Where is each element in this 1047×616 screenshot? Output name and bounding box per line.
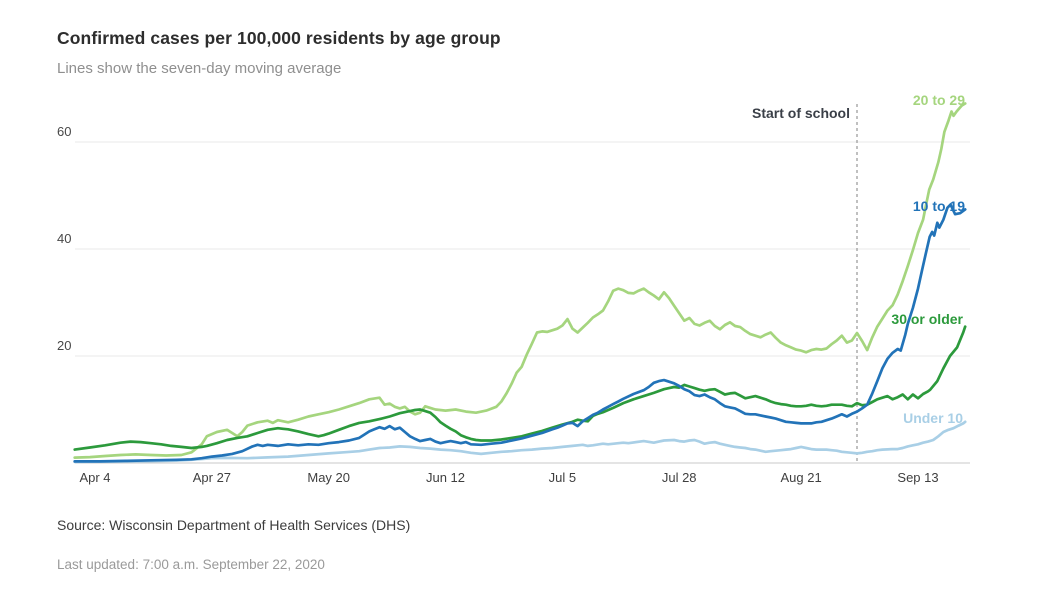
chart-subtitle: Lines show the seven-day moving average [57,60,342,77]
x-tick-label-may-20: May 20 [307,470,351,485]
x-tick-label-jun-12: Jun 12 [425,470,466,485]
x-tick-label-sep-13: Sep 13 [897,470,939,485]
x-tick-label-apr-4: Apr 4 [79,470,111,485]
source-note: Source: Wisconsin Department of Health S… [57,517,411,533]
series-line-30-or-older [73,325,967,451]
series-line-under-10 [73,420,967,464]
series-line-20-to-29 [73,102,967,459]
series-label-10-to-19: 10 to 19 [912,198,965,214]
y-tick-label-40: 40 [57,231,72,246]
y-tick-label-60: 60 [57,124,72,139]
series-label-20-to-29: 20 to 29 [912,92,965,108]
series-line-10-to-19 [73,203,967,463]
series-label-30-or-older: 30 or older [891,311,963,327]
y-tick-label-20: 20 [57,338,72,353]
x-tick-label-jul-5: Jul 5 [548,470,577,485]
last-updated-note: Last updated: 7:00 a.m. September 22, 20… [57,557,325,572]
x-tick-label-apr-27: Apr 27 [192,470,232,485]
x-tick-label-aug-21: Aug 21 [780,470,822,485]
x-tick-label-jul-28: Jul 28 [661,470,697,485]
chart-title: Confirmed cases per 100,000 residents by… [57,28,501,48]
series-label-under-10: Under 10 [903,410,963,426]
annotation-start-of-school-label: Start of school [751,105,850,121]
